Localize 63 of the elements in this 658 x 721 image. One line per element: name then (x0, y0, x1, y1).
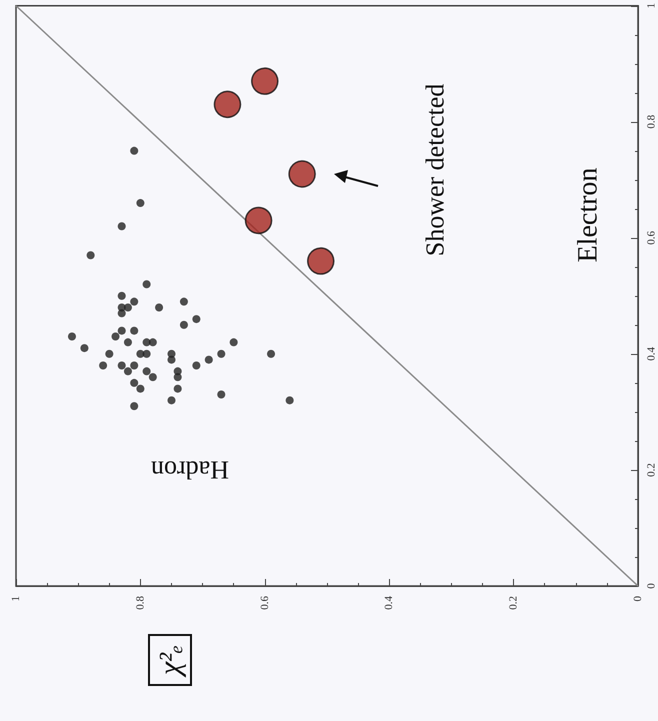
point (217, 390, 226, 399)
y-tick-label: 0.4 (646, 346, 658, 361)
point (286, 396, 294, 404)
point (180, 298, 188, 306)
point (130, 146, 138, 155)
x-tick-label: 0.8 (134, 596, 146, 610)
point (136, 199, 144, 208)
x-tick-label: 0.6 (258, 596, 271, 610)
x-tick-label: 0 (632, 596, 644, 602)
y-tick-label: 1 (646, 3, 658, 8)
point (307, 247, 335, 275)
point (118, 222, 126, 230)
point (118, 292, 126, 300)
y-tick-label: 0 (646, 582, 658, 589)
point (214, 90, 242, 118)
point (288, 160, 316, 188)
point (251, 67, 279, 95)
x-tick-label: 1 (10, 596, 22, 602)
point (136, 384, 144, 393)
point (118, 309, 126, 318)
x-tick-label: 0.4 (383, 596, 396, 610)
point (99, 362, 108, 370)
point (142, 280, 151, 288)
point (130, 378, 138, 387)
point (124, 367, 132, 376)
point (192, 362, 200, 370)
point (155, 303, 164, 312)
point (130, 326, 138, 335)
point (86, 251, 95, 260)
annotation: Electron (572, 168, 604, 262)
point (105, 350, 114, 358)
y-tick-label: 0.2 (646, 463, 658, 477)
point (174, 384, 182, 393)
annotation: Hadron (151, 456, 229, 484)
point (112, 332, 120, 340)
point (192, 315, 200, 324)
point (217, 350, 226, 358)
point (180, 320, 188, 329)
point (244, 206, 272, 234)
point (124, 338, 132, 346)
point (267, 350, 276, 358)
x-tick-label: 0.2 (508, 596, 520, 610)
point (130, 298, 138, 306)
annotation: Shower detected (420, 84, 450, 256)
point (142, 367, 151, 376)
point (68, 332, 76, 340)
point (168, 396, 176, 404)
y-tick-label: 0.6 (646, 230, 658, 245)
point (142, 350, 151, 358)
point (168, 356, 176, 364)
point (230, 338, 238, 346)
point (148, 373, 157, 382)
point (174, 373, 182, 382)
text: χ²ₑ (154, 644, 186, 678)
y-tick-label: 0.8 (646, 114, 658, 129)
point (148, 338, 157, 346)
point (118, 326, 126, 335)
point (130, 362, 138, 370)
point (124, 303, 132, 312)
point (80, 344, 88, 352)
point (118, 362, 126, 370)
point (204, 356, 213, 364)
point (130, 402, 138, 410)
